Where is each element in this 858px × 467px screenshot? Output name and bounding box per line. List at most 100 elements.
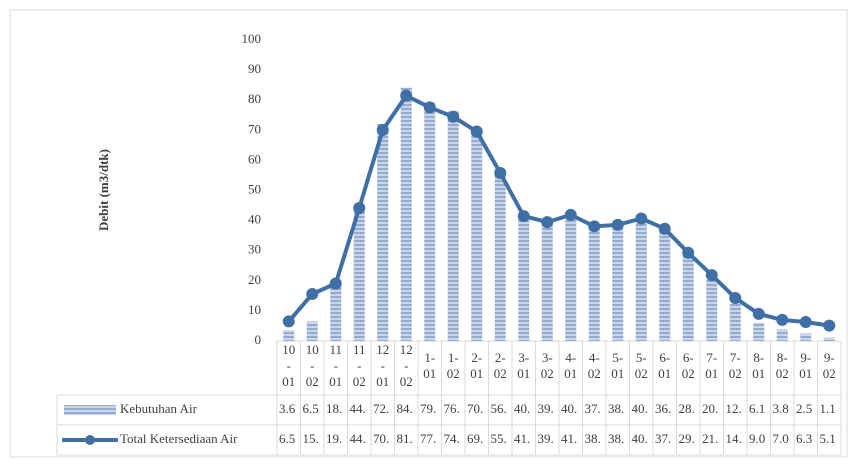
bar [494, 171, 506, 341]
value-label: 1.1 [820, 401, 836, 416]
y-tick-label: 80 [248, 91, 261, 106]
bar [776, 329, 788, 341]
value-label: 70. [467, 401, 483, 416]
bar [377, 123, 389, 341]
value-label: 12. [726, 401, 742, 416]
bar [353, 208, 365, 341]
x-tick-label: 9-02 [823, 350, 836, 381]
legend-swatch [64, 405, 116, 415]
y-tick-label: 30 [248, 242, 261, 257]
x-tick-label: 1-02 [447, 350, 460, 381]
value-label: 28. [679, 401, 695, 416]
marker [329, 277, 342, 290]
marker [517, 210, 530, 223]
value-label: 3.6 [279, 401, 296, 416]
y-tick-label: 50 [248, 181, 261, 196]
value-label: 15. [303, 431, 319, 446]
y-tick-label: 20 [248, 272, 261, 287]
marker [541, 216, 554, 229]
marker [494, 167, 507, 180]
x-tick-label: 1-01 [423, 350, 436, 381]
value-label: 44. [350, 401, 366, 416]
marker [799, 316, 812, 329]
y-tick-label: 10 [248, 302, 261, 317]
bar [753, 322, 765, 341]
marker [282, 315, 295, 328]
value-label: 76. [444, 401, 460, 416]
value-label: 84. [397, 401, 413, 416]
marker [353, 201, 366, 214]
value-label: 41. [514, 431, 530, 446]
value-label: 6.5 [279, 431, 295, 446]
bar [729, 303, 741, 341]
value-label: 6.1 [749, 401, 765, 416]
value-label: 79. [420, 401, 436, 416]
bar [706, 279, 718, 341]
x-tick-label: 6-01 [658, 350, 671, 381]
value-label: 69. [467, 431, 483, 446]
legend-label: Kebutuhan Air [120, 401, 198, 416]
x-tick-label: 8-02 [776, 350, 789, 381]
value-label: 77. [420, 431, 436, 446]
y-tick-label: 70 [248, 121, 261, 136]
bar [635, 220, 647, 341]
legend-swatch [85, 435, 95, 445]
x-tick-label: 5-02 [635, 350, 648, 381]
value-label: 5.1 [820, 431, 836, 446]
x-tick-label: 4-02 [588, 350, 601, 381]
chart-border [9, 9, 848, 458]
value-label: 6.3 [796, 431, 812, 446]
bar [800, 333, 812, 341]
value-label: 20. [702, 401, 718, 416]
marker [564, 208, 577, 221]
value-label: 38. [608, 401, 624, 416]
marker [470, 125, 483, 138]
marker [729, 291, 742, 304]
marker [705, 269, 718, 282]
y-tick-label: 90 [248, 61, 261, 76]
legend-label: Total Ketersediaan Air [120, 431, 238, 446]
value-label: 81. [397, 431, 413, 446]
value-label: 40. [632, 431, 648, 446]
x-tick-label: 11 -02 [353, 342, 366, 389]
value-label: 39. [538, 401, 554, 416]
marker [682, 246, 695, 259]
y-tick-label: 100 [242, 31, 262, 46]
y-tick-label: 40 [248, 212, 261, 227]
y-axis-title: Debit (m3/dtk) [96, 149, 111, 231]
value-label: 39. [538, 431, 554, 446]
x-tick-label: 7-01 [705, 350, 718, 381]
marker [376, 123, 389, 136]
x-tick-label: 7-02 [729, 350, 742, 381]
x-tick-label: 3-02 [541, 350, 554, 381]
marker [823, 319, 836, 332]
value-label: 74. [444, 431, 460, 446]
marker [588, 220, 601, 233]
bar [518, 219, 530, 341]
value-label: 41. [561, 431, 577, 446]
value-label: 70. [373, 431, 389, 446]
bar [306, 321, 318, 341]
marker [611, 218, 624, 231]
value-label: 7.0 [773, 431, 789, 446]
bar [471, 129, 483, 341]
value-label: 9.0 [749, 431, 765, 446]
value-label: 6.5 [303, 401, 319, 416]
bar [283, 330, 295, 341]
value-label: 40. [514, 401, 530, 416]
x-tick-label: 11 -01 [329, 342, 342, 389]
value-label: 40. [561, 401, 577, 416]
value-label: 56. [491, 401, 507, 416]
value-label: 36. [655, 401, 671, 416]
bar [659, 231, 671, 341]
value-label: 29. [679, 431, 695, 446]
value-label: 38. [585, 431, 601, 446]
bar [400, 87, 412, 341]
bar [330, 285, 342, 341]
x-tick-label: 9-01 [799, 350, 812, 381]
marker [752, 307, 765, 320]
value-label: 38. [608, 431, 624, 446]
x-tick-label: 2-02 [494, 350, 507, 381]
x-tick-label: 5-01 [611, 350, 624, 381]
